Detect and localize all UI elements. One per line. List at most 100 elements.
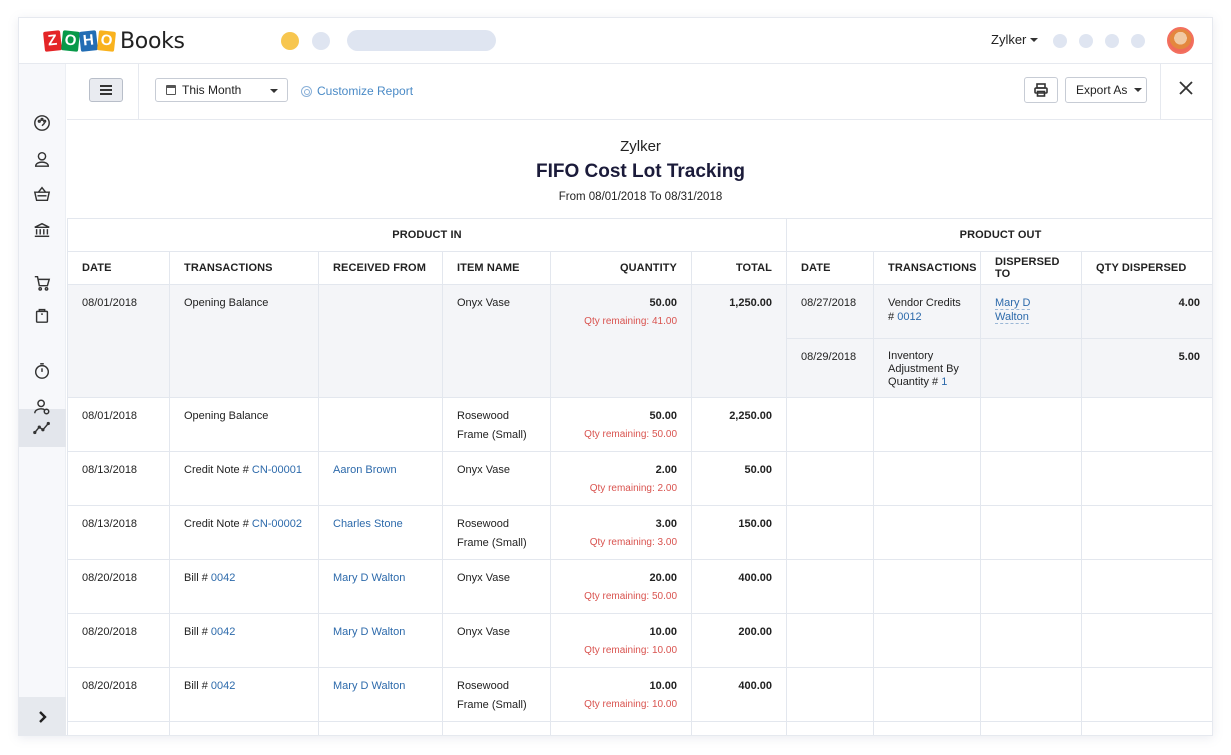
hamburger-icon	[100, 89, 112, 91]
table-row-partial	[67, 721, 1212, 735]
cell-qty-dispersed	[1081, 451, 1212, 506]
zoho-books-logo[interactable]: Z O H O Books	[43, 28, 185, 54]
cell-dispersed-to	[980, 451, 1083, 506]
calendar-icon	[166, 85, 176, 95]
cell-qty-dispersed	[1081, 613, 1212, 668]
logo-letter: Z	[43, 30, 62, 52]
empty-cell	[786, 721, 875, 735]
cell-total: 1,250.00	[690, 284, 788, 398]
close-button[interactable]	[1179, 81, 1197, 99]
received-from-link[interactable]: Mary D Walton	[333, 572, 406, 584]
cell-transaction: Opening Balance	[169, 284, 319, 398]
cell-qty-dispersed	[1081, 505, 1212, 560]
col-out-date: DATE	[786, 251, 875, 285]
qty-remaining: Qty remaining: 50.00	[584, 429, 677, 440]
items-basket-icon[interactable]	[31, 183, 53, 205]
search-bar[interactable]	[347, 30, 496, 51]
transaction-link[interactable]: CN-00002	[251, 518, 303, 530]
cell-quantity: 3.00 Qty remaining: 3.00	[550, 505, 692, 560]
col-transactions: TRANSACTIONS	[169, 251, 319, 285]
total-value: 1,250.00	[729, 297, 773, 309]
received-from-link[interactable]: Charles Stone	[333, 518, 403, 530]
cell-total: 50.00	[690, 451, 788, 506]
org-switcher-label: Zylker	[991, 32, 1027, 47]
hamburger-menu-button[interactable]	[89, 78, 123, 102]
export-as-button[interactable]: Export As	[1065, 77, 1147, 103]
cell-item-name: Onyx Vase	[442, 559, 551, 614]
report-title: FIFO Cost Lot Tracking	[535, 161, 745, 182]
cell-transaction: Bill # 0042	[169, 667, 319, 722]
cell-out-transaction	[873, 505, 982, 560]
cell-out-transaction	[873, 397, 982, 452]
transaction-link[interactable]: CN-00001	[251, 464, 303, 476]
total-value: 400.00	[738, 572, 773, 584]
report-org-name: Zylker	[620, 138, 661, 155]
banking-icon[interactable]	[31, 219, 53, 241]
cell-item-name: Onyx Vase	[442, 451, 551, 506]
qty-dispersed-value: 5.00	[1178, 351, 1201, 363]
logo-letter: O	[97, 30, 116, 52]
user-avatar[interactable]	[1167, 27, 1194, 54]
purchases-bag-icon[interactable]	[31, 304, 53, 326]
header-action-dot[interactable]	[1131, 34, 1145, 48]
transaction-link[interactable]: 0042	[210, 572, 236, 584]
chevron-down-icon	[1134, 88, 1143, 92]
quantity-value: 50.00	[649, 410, 677, 422]
cell-date: 08/13/2018	[67, 505, 170, 560]
cell-out-transaction	[873, 667, 982, 722]
accountant-icon[interactable]	[31, 396, 53, 418]
customize-report-link[interactable]: Customize Report	[301, 84, 413, 98]
transaction-label: Bill #	[184, 626, 208, 638]
reports-icon[interactable]	[31, 417, 53, 439]
cell-quantity: 10.00 Qty remaining: 10.00	[550, 613, 692, 668]
cell-received-from: Mary D Walton	[318, 667, 443, 722]
contacts-icon[interactable]	[31, 148, 53, 170]
fifo-lot-table: PRODUCT IN PRODUCT OUT DATE TRANSACTIONS…	[66, 218, 1212, 735]
quantity-value: 50.00	[649, 297, 677, 309]
vendor-credit-link[interactable]: 0012	[897, 311, 922, 323]
cell-date: 08/13/2018	[67, 451, 170, 506]
header-indicator-dot[interactable]	[281, 32, 299, 50]
received-from-link[interactable]: Mary D Walton	[333, 626, 406, 638]
qty-remaining: Qty remaining: 3.00	[589, 537, 677, 548]
dispersed-to-link[interactable]: Mary D Walton	[995, 297, 1031, 324]
adjustment-link[interactable]: 1	[941, 376, 948, 388]
qty-remaining: Qty remaining: 50.00	[584, 591, 677, 602]
transaction-label: Bill #	[184, 572, 208, 584]
cell-date: 08/01/2018	[67, 397, 170, 452]
sales-cart-icon[interactable]	[31, 272, 53, 294]
empty-cell	[1081, 721, 1212, 735]
out-transaction-label: Vendor Credits #	[888, 297, 961, 323]
cell-quantity: 10.00 Qty remaining: 10.00	[550, 667, 692, 722]
cell-qty-dispersed: 5.00	[1081, 338, 1212, 398]
org-switcher[interactable]: Zylker	[991, 32, 1039, 47]
empty-cell	[980, 721, 1083, 735]
chevron-down-icon	[270, 89, 278, 93]
logo-letter: O	[61, 30, 80, 52]
group-product-out: PRODUCT OUT	[786, 218, 1212, 252]
received-from-link[interactable]: Mary D Walton	[333, 680, 406, 692]
table-row: 08/20/2018 Bill # 0042 Mary D Walton Onyx V…	[67, 613, 1212, 668]
toolbar-divider	[138, 64, 139, 120]
header-action-dot[interactable]	[1105, 34, 1119, 48]
cell-dispersed-to: Mary D Walton	[980, 284, 1083, 339]
cell-item-name: Rosewood Frame (Small)	[442, 397, 551, 452]
cell-transaction: Bill # 0042	[169, 559, 319, 614]
header-action-dot[interactable]	[1053, 34, 1067, 48]
transaction-link[interactable]: 0042	[210, 626, 236, 638]
table-row: 08/20/2018 Bill # 0042 Mary D Walton Onyx V…	[67, 559, 1212, 614]
toolbar-divider	[1160, 64, 1161, 120]
sidebar-expand-button[interactable]	[19, 697, 66, 735]
cell-out-date: 08/27/2018	[786, 284, 875, 339]
col-date: DATE	[67, 251, 170, 285]
time-tracking-icon[interactable]	[31, 360, 53, 382]
header-placeholder-dot[interactable]	[312, 32, 330, 50]
period-dropdown-value: This Month	[182, 83, 242, 97]
header-action-dot[interactable]	[1079, 34, 1093, 48]
table-sub-row: 08/29/2018 Inventory Adjustment By Quant…	[68, 338, 1212, 398]
print-button[interactable]	[1024, 77, 1058, 103]
period-dropdown[interactable]: This Month	[155, 78, 288, 102]
transaction-link[interactable]: 0042	[210, 680, 236, 692]
received-from-link[interactable]: Aaron Brown	[333, 464, 397, 476]
dashboard-icon[interactable]	[31, 112, 53, 134]
